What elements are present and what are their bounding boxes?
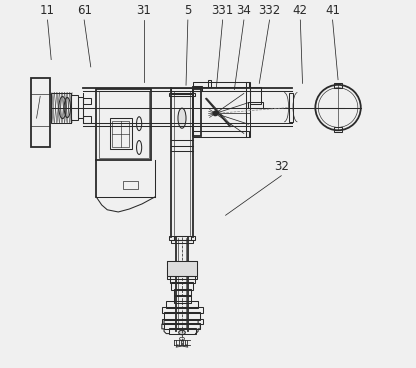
Bar bbox=[96, 89, 151, 160]
Bar bbox=[167, 261, 197, 276]
Bar bbox=[208, 80, 211, 88]
Bar bbox=[164, 323, 201, 329]
Bar bbox=[167, 271, 197, 275]
Bar bbox=[167, 266, 197, 270]
Bar bbox=[193, 131, 250, 137]
Bar bbox=[171, 282, 193, 290]
Bar bbox=[170, 276, 195, 283]
Bar bbox=[51, 92, 72, 123]
Bar bbox=[334, 84, 342, 88]
Bar bbox=[246, 82, 250, 137]
Ellipse shape bbox=[179, 330, 185, 335]
Text: 34: 34 bbox=[236, 4, 251, 17]
Bar bbox=[167, 261, 197, 265]
Bar bbox=[169, 236, 195, 240]
Bar bbox=[193, 82, 250, 88]
Bar bbox=[123, 181, 138, 188]
Bar bbox=[248, 102, 263, 107]
Bar bbox=[173, 236, 191, 240]
Text: 42: 42 bbox=[293, 4, 308, 17]
Bar bbox=[78, 97, 84, 118]
Text: 61: 61 bbox=[77, 4, 92, 17]
Bar bbox=[166, 301, 198, 308]
Bar bbox=[167, 276, 197, 279]
Circle shape bbox=[213, 111, 218, 116]
Bar bbox=[169, 92, 195, 96]
Text: 31: 31 bbox=[136, 4, 151, 17]
Bar bbox=[171, 240, 193, 244]
Bar bbox=[162, 319, 203, 324]
Text: 41: 41 bbox=[325, 4, 340, 17]
Text: 332: 332 bbox=[258, 4, 281, 17]
Bar bbox=[171, 88, 193, 93]
Text: 32: 32 bbox=[274, 160, 289, 173]
Bar bbox=[173, 295, 191, 303]
Bar bbox=[72, 95, 78, 120]
Bar bbox=[289, 92, 293, 122]
Bar bbox=[99, 91, 149, 158]
Bar bbox=[32, 78, 50, 148]
Bar bbox=[250, 88, 261, 104]
Bar bbox=[169, 328, 196, 334]
Bar bbox=[173, 289, 191, 296]
Ellipse shape bbox=[178, 108, 186, 128]
Bar bbox=[162, 307, 203, 313]
Bar bbox=[334, 127, 342, 132]
Bar bbox=[112, 121, 129, 147]
Bar bbox=[164, 312, 201, 320]
Bar bbox=[84, 98, 91, 103]
Bar bbox=[84, 116, 91, 123]
Text: 331: 331 bbox=[211, 4, 234, 17]
Bar bbox=[110, 118, 132, 149]
Bar bbox=[193, 89, 201, 137]
Text: 11: 11 bbox=[40, 4, 55, 17]
Text: 5: 5 bbox=[184, 4, 191, 17]
Bar bbox=[192, 86, 202, 91]
